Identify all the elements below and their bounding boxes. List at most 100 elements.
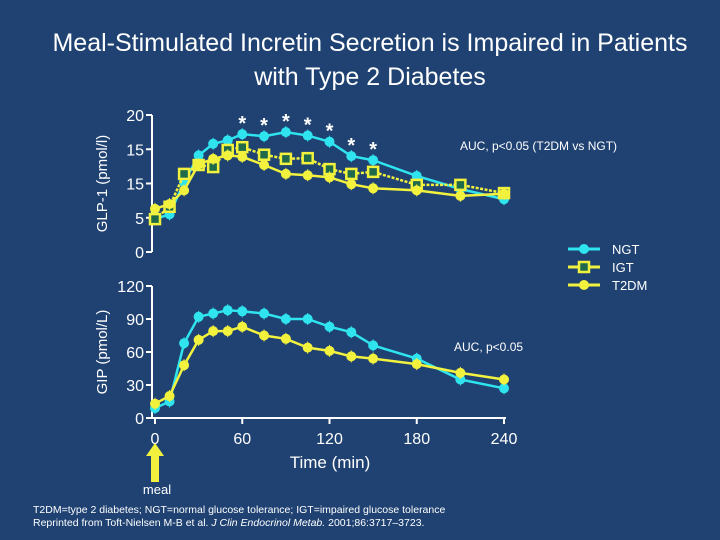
- glp1-point-ngt: [259, 131, 270, 142]
- gip-point-ngt: [302, 314, 313, 324]
- gip-y-axis-label: GIP (pmol/L): [94, 310, 111, 395]
- glp1-point-igt: [177, 167, 191, 181]
- legend-circle-marker-icon: [579, 244, 589, 254]
- gip-point-ngt: [179, 338, 190, 349]
- gip-point-t2dm: [346, 351, 357, 362]
- gip-x-tick-label: 240: [491, 431, 518, 448]
- gip-point-t2dm: [164, 391, 175, 401]
- glp1-point-ngt: [222, 135, 233, 146]
- glp1-point-t2dm: [208, 153, 219, 164]
- gip-point-t2dm: [368, 353, 379, 364]
- x-axis-label: Time (min): [290, 453, 371, 472]
- glp1-point-t2dm: [455, 190, 466, 201]
- gip-point-ngt: [222, 305, 233, 316]
- gip-y-tick-label: 30: [126, 378, 144, 395]
- gip-point-t2dm: [150, 398, 160, 409]
- glp1-y-tick-label: 5: [135, 211, 144, 228]
- gip-line-ngt: [154, 308, 505, 410]
- gip-point-t2dm: [208, 326, 219, 337]
- reference-journal: J Clin Endocrinol Metab.: [211, 517, 326, 529]
- gip-x-tick-label: 180: [403, 431, 430, 448]
- glp1-point-igt: [279, 152, 293, 166]
- gip-point-ngt: [280, 314, 291, 324]
- gip-x-tick-label: 60: [233, 431, 251, 448]
- glp1-point-t2dm: [150, 203, 160, 214]
- glp1-y-axis-label: GLP-1 (pmol/l): [94, 135, 111, 233]
- gip-y-tick-label: 120: [117, 279, 144, 296]
- meal-label: meal: [143, 482, 171, 497]
- legend-circle-marker-icon: [579, 280, 589, 290]
- glp1-point-igt: [257, 148, 271, 161]
- glp1-point-t2dm: [222, 150, 233, 161]
- gip-point-ngt: [193, 311, 204, 322]
- gip-point-ngt: [259, 308, 270, 319]
- glp1-point-t2dm: [259, 160, 270, 171]
- glp1-point-ngt: [368, 155, 379, 166]
- gip-point-t2dm: [499, 374, 509, 385]
- reference-details: 2001;86:3717–3723.: [325, 517, 425, 529]
- gip-point-t2dm: [324, 345, 335, 356]
- glp1-point-t2dm: [499, 188, 509, 199]
- glp1-point-ngt: [237, 129, 248, 140]
- legend-label-t2dm: T2DM: [612, 278, 647, 293]
- glp1-point-ngt: [280, 127, 291, 138]
- gip-point-ngt: [324, 321, 335, 332]
- gip-point-ngt: [237, 306, 248, 317]
- gip-point-t2dm: [411, 359, 422, 370]
- gip-point-ngt: [499, 383, 509, 394]
- meal-arrow-icon: [146, 443, 164, 482]
- glp1-point-ngt: [346, 151, 357, 162]
- legend-label-igt: IGT: [612, 260, 634, 275]
- gip-point-t2dm: [259, 330, 270, 341]
- gip-point-t2dm: [455, 367, 466, 378]
- glp1-point-igt: [366, 165, 380, 179]
- glp1-point-t2dm: [237, 151, 248, 162]
- glp1-y-tick-label: 15: [126, 177, 144, 194]
- gip-line-t2dm: [154, 325, 505, 405]
- glp1-point-t2dm: [193, 159, 204, 170]
- gip-x-tick-label: 120: [316, 431, 343, 448]
- gip-point-t2dm: [193, 334, 204, 345]
- gip-point-t2dm: [222, 326, 233, 337]
- footnote: T2DM=type 2 diabetes; NGT=normal glucose…: [33, 504, 445, 530]
- glp1-significance-marker: *: [369, 139, 377, 161]
- slide-title: Meal-Stimulated Incretin Secretion is Im…: [52, 29, 688, 91]
- glp1-y-tick-label: 0: [135, 245, 144, 262]
- glp1-point-igt: [236, 140, 249, 154]
- glp1-point-t2dm: [324, 172, 335, 183]
- glp1-line-igt: [154, 145, 505, 221]
- legend-square-marker-icon: [577, 260, 591, 274]
- legend-label-ngt: NGT: [612, 242, 640, 257]
- glp1-line-t2dm: [154, 154, 505, 211]
- glp1-point-t2dm: [411, 185, 422, 196]
- gip-x-tick-label: 0: [151, 431, 160, 448]
- glp1-point-t2dm: [179, 185, 190, 196]
- glp1-point-igt: [345, 167, 358, 181]
- glp1-point-t2dm: [164, 199, 175, 210]
- glp1-point-t2dm: [346, 179, 357, 190]
- gip-y-tick-label: 90: [126, 312, 144, 329]
- glp1-point-ngt: [208, 138, 219, 149]
- glp1-point-t2dm: [302, 170, 313, 181]
- footnote-reference: Reprinted from Toft-Nielsen M-B et al. J…: [33, 517, 445, 530]
- glp1-point-ngt: [324, 136, 335, 147]
- gip-point-ngt: [346, 327, 357, 338]
- glp1-point-t2dm: [280, 168, 291, 179]
- glp1-point-igt: [301, 151, 314, 165]
- glp1-point-t2dm: [368, 183, 379, 194]
- gip-point-t2dm: [302, 342, 313, 353]
- glp1-significance-marker: *: [347, 135, 355, 157]
- glp1-point-igt: [454, 178, 467, 192]
- gip-y-tick-label: 0: [135, 411, 144, 428]
- glp1-significance-marker: *: [282, 111, 290, 133]
- gip-point-ngt: [208, 308, 219, 319]
- gip-point-ngt: [368, 340, 379, 351]
- gip-point-t2dm: [280, 333, 291, 344]
- gip-point-t2dm: [237, 321, 248, 332]
- glp1-y-tick-label: 20: [126, 108, 144, 125]
- gip-annotation: AUC, p<0.05: [454, 340, 523, 354]
- glp1-y-tick-label: 15: [126, 142, 144, 159]
- glp1-significance-marker: *: [326, 121, 334, 143]
- glp1-point-ngt: [193, 150, 204, 161]
